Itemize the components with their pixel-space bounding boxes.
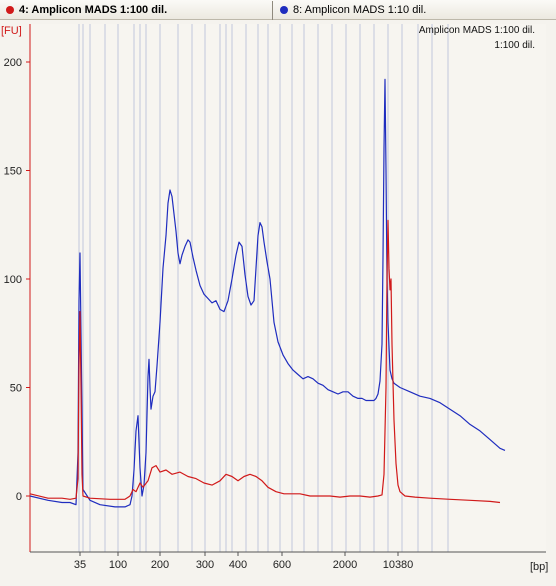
y-tick-label: 200: [4, 57, 22, 69]
x-tick-label: 600: [273, 559, 291, 571]
ladder-grid: [78, 24, 449, 552]
legend-entry-2: 1:100 dil.: [494, 40, 535, 51]
tab-sample-4-label: 4: Amplicon MADS 1:100 dil.: [19, 4, 168, 16]
y-tick-label: 0: [16, 491, 22, 503]
x-tick-label: 2000: [333, 559, 357, 571]
legend-entry-1: Amplicon MADS 1:100 dil.: [419, 25, 535, 36]
x-tick-label: 10380: [383, 559, 414, 571]
x-axis-label: [bp]: [530, 561, 548, 573]
x-tick-label: 400: [229, 559, 247, 571]
red-dot-icon: [6, 6, 14, 14]
series-line-blue: [29, 78, 506, 508]
x-tick-label: 200: [151, 559, 169, 571]
x-tick-label: 100: [109, 559, 127, 571]
x-axis-ticks: 35 100 200 300 400 600 2000 10380: [74, 552, 413, 571]
tab-sample-4[interactable]: 4: Amplicon MADS 1:100 dil.: [0, 0, 272, 20]
series-line-red: [29, 219, 501, 504]
blue-dot-icon: [280, 6, 288, 14]
tab-divider: [272, 1, 273, 20]
plot-area: [30, 24, 546, 552]
x-tick-label: 35: [74, 559, 86, 571]
sample-tab-bar: 4: Amplicon MADS 1:100 dil. 8: Amplicon …: [0, 0, 556, 20]
y-axis-ticks: 0 50 100 150 200: [4, 57, 30, 503]
series-group: [29, 78, 506, 508]
y-tick-label: 100: [4, 274, 22, 286]
x-tick-label: 300: [196, 559, 214, 571]
tab-sample-8-label: 8: Amplicon MADS 1:10 dil.: [293, 4, 427, 16]
y-tick-label: 50: [10, 383, 22, 395]
tab-sample-8[interactable]: 8: Amplicon MADS 1:10 dil.: [274, 0, 556, 20]
y-tick-label: 150: [4, 166, 22, 178]
y-axis-label: [FU]: [1, 25, 22, 37]
